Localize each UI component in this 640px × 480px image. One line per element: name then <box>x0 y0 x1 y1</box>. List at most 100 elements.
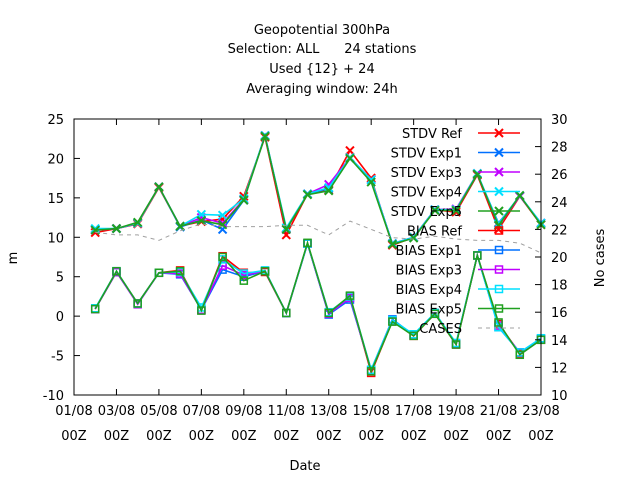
legend-label: STDV Exp3 <box>391 166 462 181</box>
data-point <box>239 195 249 205</box>
x-tick-label-date: 19/08 <box>437 404 474 419</box>
legend-label: BIAS Exp5 <box>396 303 462 318</box>
data-point <box>324 182 334 193</box>
data-point <box>218 252 227 262</box>
data-point <box>409 331 418 341</box>
legend-entry: STDV Exp3 <box>391 166 520 181</box>
x-tick-label-time: 00Z <box>528 429 554 444</box>
y-tick-label: 15 <box>47 192 64 207</box>
y2-tick-label: 28 <box>551 141 568 156</box>
series-bias-exp5 <box>90 238 546 376</box>
x-tick-label-time: 00Z <box>189 429 215 444</box>
legend-label: STDV Exp1 <box>391 147 462 162</box>
data-point <box>324 308 333 318</box>
series-line <box>95 133 542 246</box>
x-tick-label-date: 15/08 <box>352 404 389 419</box>
legend-label: BIAS Ref <box>407 225 462 240</box>
y-tick-label: -5 <box>51 350 64 365</box>
data-point <box>132 217 143 228</box>
title-line-3: Used {12} + 24 <box>269 62 374 77</box>
y-tick-label: 20 <box>47 152 64 167</box>
y-tick-label: -10 <box>43 389 64 404</box>
legend-marker <box>494 147 504 158</box>
data-point <box>260 131 270 142</box>
data-point <box>175 221 185 231</box>
legend-entry: BIAS Exp1 <box>396 244 520 259</box>
x-tick-label-time: 00Z <box>61 429 87 444</box>
title-line-4: Averaging window: 24h <box>246 82 398 97</box>
data-point <box>430 309 440 319</box>
data-point <box>515 190 525 201</box>
data-point <box>154 182 164 192</box>
data-point <box>217 210 228 220</box>
data-point <box>387 239 398 250</box>
series-line <box>94 240 542 373</box>
legend-marker <box>494 206 504 216</box>
legend-label: STDV Ref <box>402 127 462 142</box>
legend-marker <box>494 186 504 197</box>
series-line <box>94 240 542 374</box>
y-tick-label: 25 <box>47 113 64 128</box>
data-point <box>239 276 249 285</box>
data-point <box>112 266 121 276</box>
axes: -10 -5 0 5 10 15 20 25 10 12 14 16 18 20 22 24 26 28 30 01/… <box>43 113 568 444</box>
legend-marker <box>494 284 504 294</box>
data-point <box>345 291 355 300</box>
title-line-2: Selection: ALL 24 stations <box>228 42 417 57</box>
legend-marker <box>494 265 504 274</box>
x-tick-label-date: 01/08 <box>55 404 92 419</box>
data-point <box>515 350 525 360</box>
legend-marker <box>494 167 504 177</box>
data-point <box>345 153 355 164</box>
x-tick-label-time: 00Z <box>231 429 257 444</box>
x-tick-label-time: 00Z <box>104 429 130 444</box>
x-tick-label-date: 05/08 <box>140 404 177 419</box>
data-point <box>430 205 440 216</box>
x-tick-label-time: 00Z <box>443 429 469 444</box>
x-tick-label-time: 00Z <box>401 429 427 444</box>
y2-tick-label: 26 <box>551 168 568 183</box>
series-line <box>94 240 542 373</box>
plot-area <box>90 130 546 378</box>
legend-label: STDV Exp5 <box>391 205 462 220</box>
series-cases <box>95 220 542 254</box>
legend-label: STDV Exp4 <box>391 186 462 201</box>
y-tick-label: 10 <box>47 231 64 246</box>
x-tick-label-time: 00Z <box>316 429 342 444</box>
legend-label: CASES <box>419 322 462 337</box>
y-axis-label: m <box>6 252 21 265</box>
data-point <box>451 340 461 349</box>
series-line <box>95 220 542 254</box>
data-point <box>366 175 376 185</box>
x-tick-label-date: 11/08 <box>268 404 305 419</box>
legend-entry: CASES <box>419 322 520 337</box>
data-point <box>90 304 100 314</box>
y2-axis-label: No cases <box>593 229 608 288</box>
y2-tick-label: 20 <box>551 251 568 266</box>
y2-tick-label: 18 <box>551 279 568 294</box>
data-point <box>111 223 122 234</box>
data-point <box>133 299 142 308</box>
data-point <box>494 318 503 327</box>
data-point <box>302 189 313 200</box>
chart-title: Geopotential 300hPa Selection: ALL 24 st… <box>228 23 417 97</box>
y2-tick-label: 12 <box>551 361 568 376</box>
data-point <box>154 268 164 278</box>
y2-tick-label: 14 <box>551 334 568 349</box>
data-point <box>217 219 228 230</box>
y-tick-label: 0 <box>56 310 64 325</box>
plot-frame <box>73 118 542 396</box>
legend-marker <box>494 128 504 138</box>
y2-tick-label: 16 <box>551 306 568 321</box>
series-line <box>94 240 542 373</box>
y2-tick-label: 10 <box>551 389 568 404</box>
x-tick-label-date: 03/08 <box>98 404 135 419</box>
x-tick-label-date: 21/08 <box>480 404 517 419</box>
legend-entry: BIAS Exp5 <box>396 303 520 318</box>
data-point <box>388 317 397 326</box>
legend: STDV Ref STDV Exp1 STDV Exp3 STDV Exp4 STDV … <box>391 127 520 337</box>
legend-label: BIAS Exp3 <box>396 264 462 279</box>
data-point <box>175 266 185 276</box>
series-line <box>94 240 542 376</box>
